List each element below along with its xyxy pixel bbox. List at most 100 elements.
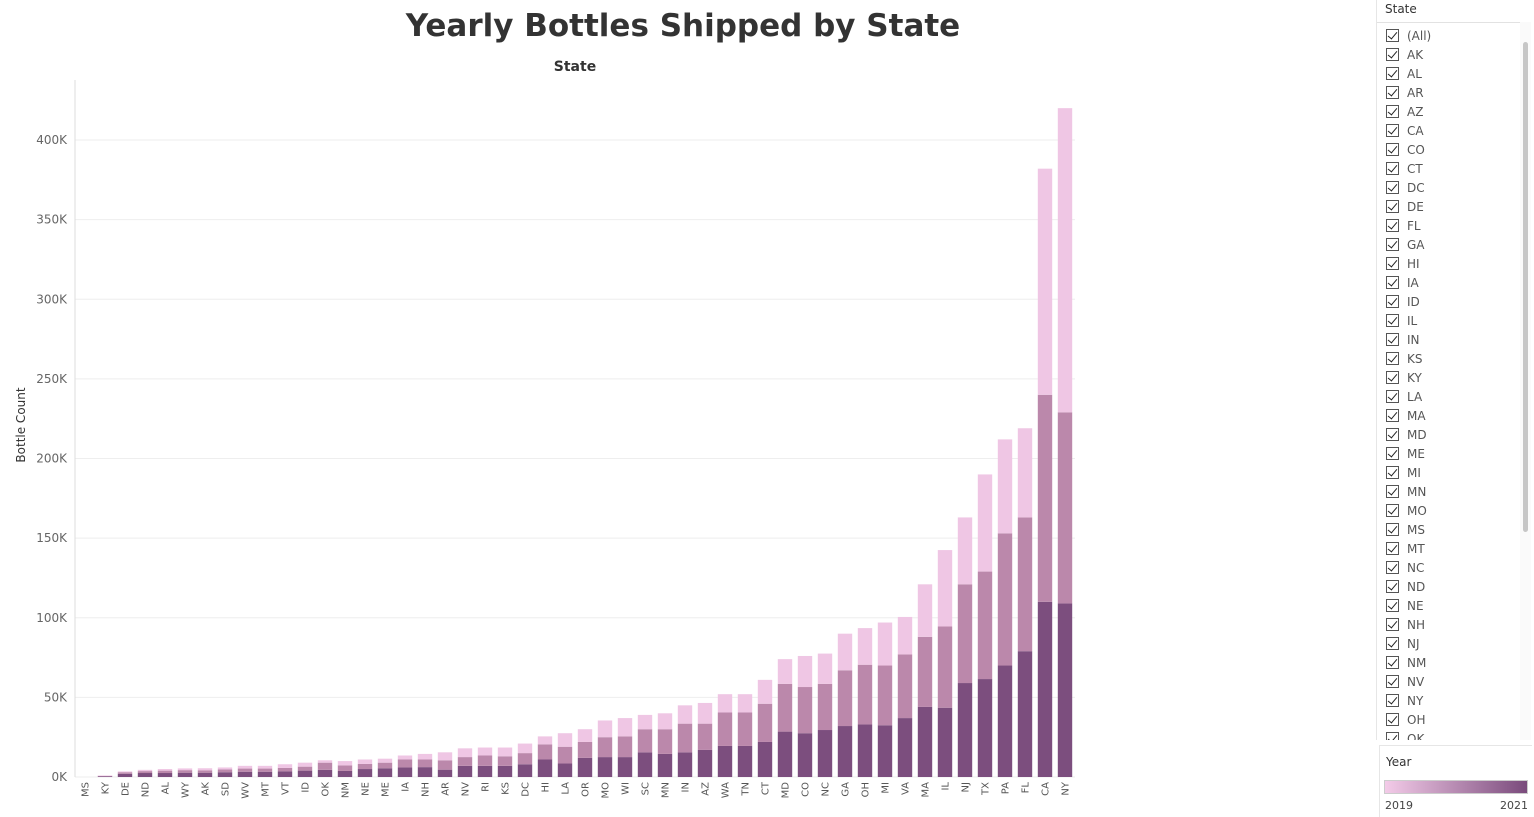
bar-nm-2021[interactable] xyxy=(337,761,353,766)
bar-ri-2021[interactable] xyxy=(477,747,493,756)
bar-nc-2020[interactable] xyxy=(817,683,833,731)
bar-wy-2019[interactable] xyxy=(177,772,193,777)
checkbox-checked-icon[interactable] xyxy=(1386,162,1399,175)
bar-mt-2021[interactable] xyxy=(257,765,273,769)
checkbox-checked-icon[interactable] xyxy=(1386,200,1399,213)
bar-mi-2021[interactable] xyxy=(877,622,893,666)
bar-ny-2021[interactable] xyxy=(1057,108,1073,413)
bar-ak-2020[interactable] xyxy=(197,770,213,773)
state-filter-scrollbar[interactable] xyxy=(1520,22,1531,740)
bar-va-2020[interactable] xyxy=(897,654,913,719)
bar-la-2019[interactable] xyxy=(557,763,573,777)
checkbox-checked-icon[interactable] xyxy=(1386,580,1399,593)
bar-dc-2019[interactable] xyxy=(517,764,533,777)
bar-ca-2019[interactable] xyxy=(1037,601,1053,777)
state-filter-item[interactable]: NY xyxy=(1377,692,1515,711)
bar-co-2019[interactable] xyxy=(797,733,813,777)
bar-ny-2020[interactable] xyxy=(1057,412,1073,604)
bar-mn-2021[interactable] xyxy=(657,713,673,730)
bar-ct-2021[interactable] xyxy=(757,679,773,704)
state-filter-item[interactable]: KS xyxy=(1377,350,1515,369)
state-filter-item[interactable]: CA xyxy=(1377,122,1515,141)
bar-ct-2020[interactable] xyxy=(757,703,773,742)
bar-va-2021[interactable] xyxy=(897,616,913,655)
checkbox-checked-icon[interactable] xyxy=(1386,295,1399,308)
state-filter-item[interactable]: ID xyxy=(1377,293,1515,312)
bar-wv-2020[interactable] xyxy=(237,768,253,772)
bar-oh-2021[interactable] xyxy=(857,628,873,665)
state-filter-item[interactable]: MS xyxy=(1377,521,1515,540)
bar-nm-2019[interactable] xyxy=(337,770,353,777)
checkbox-checked-icon[interactable] xyxy=(1386,637,1399,650)
bar-nj-2021[interactable] xyxy=(957,517,973,585)
bar-ne-2019[interactable] xyxy=(357,769,373,777)
bar-hi-2020[interactable] xyxy=(537,744,553,760)
state-filter-item[interactable]: AL xyxy=(1377,65,1515,84)
bar-tx-2021[interactable] xyxy=(977,474,993,572)
bar-az-2019[interactable] xyxy=(697,749,713,777)
bar-mi-2020[interactable] xyxy=(877,665,893,726)
bar-wi-2019[interactable] xyxy=(617,757,633,777)
bar-nd-2020[interactable] xyxy=(137,771,153,774)
bar-nj-2020[interactable] xyxy=(957,584,973,684)
checkbox-checked-icon[interactable] xyxy=(1386,276,1399,289)
bar-in-2021[interactable] xyxy=(677,705,693,724)
bar-ky-2019[interactable] xyxy=(97,776,113,777)
bar-nv-2021[interactable] xyxy=(457,748,473,758)
state-filter-item[interactable]: CT xyxy=(1377,160,1515,179)
bar-ri-2019[interactable] xyxy=(477,765,493,777)
bar-pa-2020[interactable] xyxy=(997,533,1013,666)
state-filter-item[interactable]: FL xyxy=(1377,217,1515,236)
checkbox-checked-icon[interactable] xyxy=(1386,713,1399,726)
state-filter-item[interactable]: OK xyxy=(1377,730,1515,740)
bar-wa-2021[interactable] xyxy=(717,694,733,713)
checkbox-checked-icon[interactable] xyxy=(1386,675,1399,688)
bar-id-2019[interactable] xyxy=(297,770,313,777)
state-filter-item[interactable]: MA xyxy=(1377,407,1515,426)
bar-pa-2019[interactable] xyxy=(997,665,1013,777)
bar-pa-2021[interactable] xyxy=(997,439,1013,534)
bar-ok-2020[interactable] xyxy=(317,762,333,770)
bar-az-2021[interactable] xyxy=(697,702,713,724)
bar-ne-2021[interactable] xyxy=(357,759,373,764)
bar-ok-2019[interactable] xyxy=(317,769,333,777)
bar-tn-2020[interactable] xyxy=(737,712,753,746)
bar-il-2019[interactable] xyxy=(937,707,953,777)
state-filter-item[interactable]: AZ xyxy=(1377,103,1515,122)
bar-la-2021[interactable] xyxy=(557,733,573,747)
bar-ar-2020[interactable] xyxy=(437,760,453,770)
bar-il-2020[interactable] xyxy=(937,626,953,708)
bar-in-2019[interactable] xyxy=(677,752,693,777)
checkbox-checked-icon[interactable] xyxy=(1386,143,1399,156)
state-filter-item[interactable]: DE xyxy=(1377,198,1515,217)
bar-mo-2020[interactable] xyxy=(597,737,613,758)
bar-mo-2019[interactable] xyxy=(597,757,613,777)
bar-ia-2019[interactable] xyxy=(397,767,413,777)
bar-ma-2020[interactable] xyxy=(917,636,933,707)
bar-mt-2020[interactable] xyxy=(257,768,273,772)
state-filter-item[interactable]: MT xyxy=(1377,540,1515,559)
bar-sc-2019[interactable] xyxy=(637,752,653,777)
state-filter-item[interactable]: KY xyxy=(1377,369,1515,388)
bar-in-2020[interactable] xyxy=(677,723,693,753)
bar-co-2021[interactable] xyxy=(797,655,813,688)
checkbox-checked-icon[interactable] xyxy=(1386,447,1399,460)
bar-mt-2019[interactable] xyxy=(257,771,273,777)
checkbox-checked-icon[interactable] xyxy=(1386,428,1399,441)
bar-ne-2020[interactable] xyxy=(357,763,373,770)
checkbox-checked-icon[interactable] xyxy=(1386,466,1399,479)
checkbox-checked-icon[interactable] xyxy=(1386,390,1399,403)
state-filter-item[interactable]: OH xyxy=(1377,711,1515,730)
bar-co-2020[interactable] xyxy=(797,687,813,734)
bar-nh-2020[interactable] xyxy=(417,759,433,768)
bar-md-2020[interactable] xyxy=(777,683,793,732)
checkbox-checked-icon[interactable] xyxy=(1386,656,1399,669)
bar-ar-2021[interactable] xyxy=(437,752,453,761)
bar-al-2021[interactable] xyxy=(157,769,173,771)
state-filter-item[interactable]: ME xyxy=(1377,445,1515,464)
bar-or-2019[interactable] xyxy=(577,757,593,777)
bar-ct-2019[interactable] xyxy=(757,741,773,777)
bar-il-2021[interactable] xyxy=(937,550,953,627)
bar-nv-2020[interactable] xyxy=(457,757,473,766)
bar-tx-2020[interactable] xyxy=(977,571,993,680)
